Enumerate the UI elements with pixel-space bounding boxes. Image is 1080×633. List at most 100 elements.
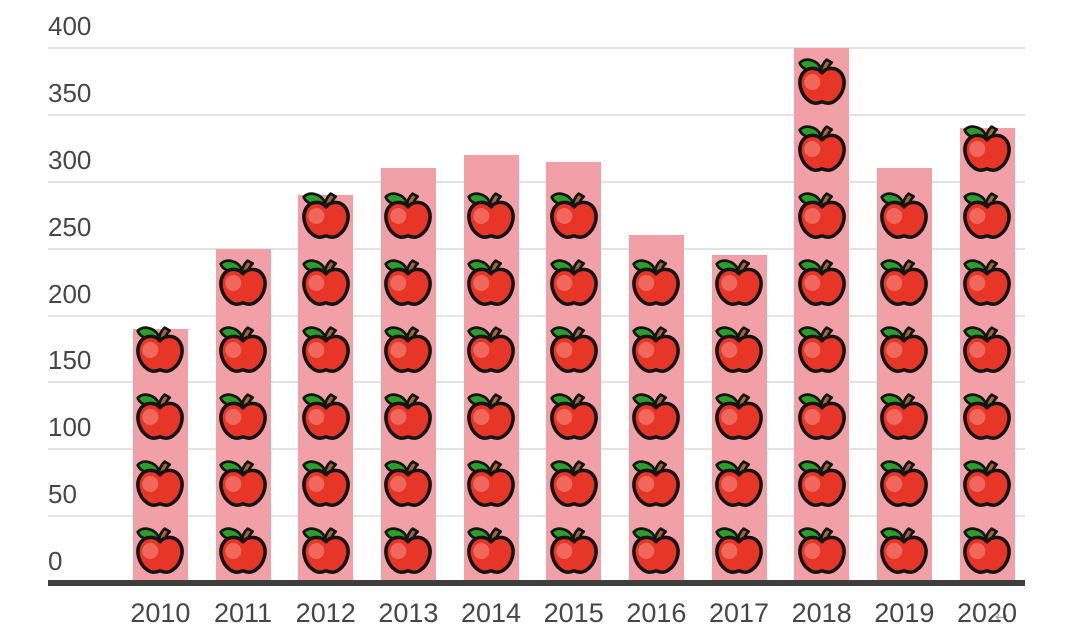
apple-icon bbox=[549, 326, 598, 374]
apple-icon-slot bbox=[133, 524, 187, 578]
apple-icon-slot bbox=[133, 457, 187, 511]
apple-icon bbox=[963, 192, 1011, 240]
y-axis-tick-label: 0 bbox=[48, 546, 63, 576]
apple-icon-slot bbox=[547, 189, 601, 243]
apple-icon bbox=[963, 259, 1011, 307]
apple-icon-slot bbox=[877, 189, 931, 243]
x-axis-line bbox=[48, 580, 1025, 586]
y-axis-tick-label: 150 bbox=[48, 345, 92, 376]
apple-icon bbox=[549, 526, 598, 574]
apple-icon-slot bbox=[216, 323, 270, 377]
apple-icon bbox=[219, 326, 267, 374]
y-axis-tick-label: 400 bbox=[48, 11, 92, 41]
apple-icon bbox=[797, 58, 846, 106]
apple-icon-slot bbox=[216, 256, 270, 310]
apple-icon bbox=[136, 393, 185, 440]
apple-icon-slot bbox=[795, 189, 849, 243]
apple-icon-slot bbox=[960, 524, 1014, 578]
apple-icon-slot bbox=[712, 457, 766, 511]
apple-icon-slot bbox=[464, 524, 518, 578]
apple-icon bbox=[880, 192, 929, 240]
x-axis-tick-label: 2010 bbox=[130, 598, 191, 628]
apple-icon-slot bbox=[464, 323, 518, 377]
apple-icon-slot bbox=[464, 189, 518, 243]
apple-icon-slot bbox=[381, 457, 435, 511]
apple-icon bbox=[301, 326, 350, 374]
apple-icon bbox=[632, 393, 681, 440]
apple-icon bbox=[880, 393, 929, 440]
apple-icon bbox=[219, 459, 267, 507]
apple-icon bbox=[880, 526, 929, 574]
apple-icon-slot bbox=[299, 256, 353, 310]
y-axis-tick-label: 200 bbox=[48, 278, 92, 309]
apple-icon bbox=[549, 259, 598, 307]
small-arrow-artifact: ↩ bbox=[995, 608, 1008, 626]
x-axis-tick-label: 2020 bbox=[956, 598, 1018, 628]
apple-icon bbox=[384, 259, 433, 307]
apple-icon-slot bbox=[381, 524, 435, 578]
apple-icon bbox=[797, 393, 846, 440]
apple-icon bbox=[797, 326, 846, 374]
apple-icon bbox=[632, 526, 681, 574]
apple-icon bbox=[797, 526, 846, 574]
apple-icon bbox=[880, 459, 929, 507]
bar-2012 bbox=[298, 195, 354, 580]
apple-icon bbox=[963, 326, 1011, 374]
apple-icon bbox=[467, 526, 515, 574]
x-axis-tick-label: 2018 bbox=[791, 598, 852, 628]
apple-icon-slot bbox=[795, 457, 849, 511]
apple-icon-slot bbox=[795, 55, 849, 109]
gridline-200 bbox=[48, 314, 1025, 317]
apple-icon-slot bbox=[877, 457, 931, 511]
apple-icon bbox=[715, 259, 763, 307]
apple-icon bbox=[301, 526, 350, 574]
apple-icon bbox=[384, 459, 433, 507]
x-axis-tick-label: 2012 bbox=[295, 598, 356, 628]
apple-icon bbox=[715, 526, 763, 574]
apple-icon bbox=[136, 326, 185, 374]
apple-icon bbox=[963, 393, 1011, 440]
apple-icon bbox=[715, 459, 763, 507]
y-axis-tick-label: 300 bbox=[48, 144, 92, 175]
apple-icon-slot bbox=[795, 524, 849, 578]
apple-icon bbox=[301, 459, 350, 507]
x-axis-tick-label: 2019 bbox=[874, 598, 935, 628]
x-axis-tick-label: 2014 bbox=[460, 598, 522, 628]
apple-icon-slot bbox=[712, 390, 766, 444]
apple-icon bbox=[384, 326, 433, 374]
apple-icon bbox=[632, 326, 681, 374]
apple-icon-slot bbox=[629, 323, 683, 377]
apple-icon-slot bbox=[299, 457, 353, 511]
apple-icon-slot bbox=[960, 457, 1014, 511]
apple-icon-slot bbox=[629, 524, 683, 578]
apple-icon bbox=[384, 393, 433, 440]
apple-icon bbox=[219, 393, 267, 440]
apple-icon-slot bbox=[299, 390, 353, 444]
apple-icon-slot bbox=[216, 524, 270, 578]
apple-icon-slot bbox=[299, 524, 353, 578]
apple-icon-slot bbox=[712, 256, 766, 310]
apple-icon-slot bbox=[795, 390, 849, 444]
apple-icon-slot bbox=[381, 256, 435, 310]
apple-icon-slot bbox=[960, 189, 1014, 243]
apple-icon-slot bbox=[547, 524, 601, 578]
apple-icon-slot bbox=[795, 256, 849, 310]
x-axis-tick-label: 2011 bbox=[214, 598, 273, 628]
y-axis-tick-label: 100 bbox=[48, 412, 92, 443]
apple-icon bbox=[136, 459, 185, 507]
x-axis-tick-label: 2016 bbox=[626, 598, 687, 628]
apple-icon-slot bbox=[381, 323, 435, 377]
apple-icon-slot bbox=[960, 390, 1014, 444]
apple-icon-slot bbox=[795, 323, 849, 377]
apple-icon-slot bbox=[877, 323, 931, 377]
apple-icon bbox=[797, 125, 846, 173]
apple-icon-slot bbox=[464, 390, 518, 444]
apple-icon bbox=[467, 326, 515, 374]
apple-icon-slot bbox=[547, 256, 601, 310]
y-axis-tick-label: 250 bbox=[48, 211, 92, 242]
apple-icon bbox=[963, 526, 1011, 574]
gridline-300 bbox=[48, 180, 1025, 183]
apple-icon bbox=[797, 259, 846, 307]
apple-icon bbox=[549, 192, 598, 240]
